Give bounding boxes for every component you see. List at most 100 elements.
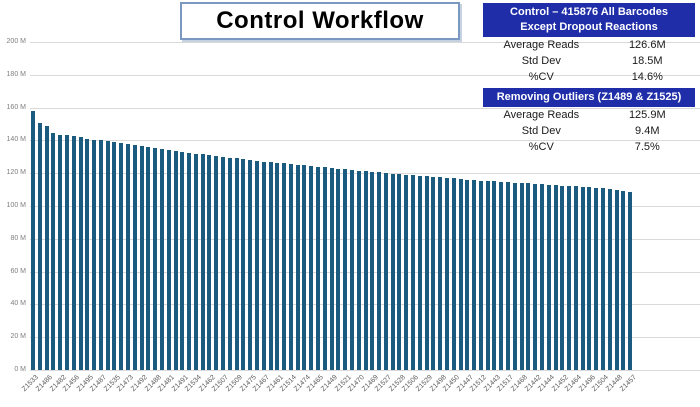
bar xyxy=(254,160,259,370)
bar xyxy=(601,187,606,370)
chart-title-box: Control Workflow xyxy=(180,2,460,40)
bar xyxy=(241,159,246,370)
stat-value: 18.5M xyxy=(632,55,663,67)
stat-label: %CV xyxy=(528,71,554,83)
bar xyxy=(268,162,273,370)
stat-value: 14.6% xyxy=(631,71,663,83)
bar xyxy=(336,168,341,370)
stat-label: Average Reads xyxy=(503,39,580,51)
bar xyxy=(98,140,103,370)
y-axis-tick-label: 200 M xyxy=(6,38,26,45)
bar xyxy=(506,182,511,370)
bar xyxy=(621,191,626,370)
bar xyxy=(356,170,361,370)
bar xyxy=(200,154,205,370)
bar xyxy=(51,133,56,370)
bar xyxy=(499,181,504,370)
outliers-std-dev-row: Std Dev 9.4M xyxy=(483,123,695,139)
stats-overlay: Control – 415876 All Barcodes Except Dro… xyxy=(483,3,695,155)
bar xyxy=(485,181,490,370)
bar xyxy=(58,134,63,370)
bar xyxy=(431,176,436,370)
bar xyxy=(567,185,572,370)
bar xyxy=(112,142,117,370)
bar xyxy=(193,153,198,370)
bar xyxy=(309,165,314,370)
control-panel-header: Control – 415876 All Barcodes Except Dro… xyxy=(483,3,695,37)
stat-value: 126.6M xyxy=(628,39,666,51)
bar xyxy=(438,177,443,370)
bar xyxy=(132,145,137,370)
bar xyxy=(119,142,124,370)
bar xyxy=(78,137,83,370)
gridline xyxy=(30,370,700,371)
bar xyxy=(417,175,422,370)
bar xyxy=(44,126,49,370)
bar xyxy=(628,192,633,370)
bar xyxy=(139,146,144,370)
bar xyxy=(261,161,266,370)
bar xyxy=(329,167,334,370)
bar xyxy=(492,181,497,370)
stat-label: Std Dev xyxy=(521,125,561,137)
outliers-average-reads-row: Average Reads 125.9M xyxy=(483,107,695,123)
bar xyxy=(248,160,253,370)
bar xyxy=(316,166,321,370)
bar xyxy=(64,135,69,370)
bar xyxy=(560,185,565,370)
bar xyxy=(580,186,585,370)
bar xyxy=(465,179,470,370)
bar xyxy=(444,178,449,370)
bar xyxy=(71,136,76,370)
bar xyxy=(539,184,544,370)
bar xyxy=(105,141,110,370)
bar xyxy=(275,162,280,370)
bar xyxy=(31,110,35,370)
bar xyxy=(288,164,293,370)
bar xyxy=(207,155,212,370)
bar xyxy=(607,188,612,370)
y-axis-tick-label: 180 M xyxy=(6,70,26,78)
bar xyxy=(349,169,354,370)
bar xyxy=(512,182,517,370)
bar xyxy=(594,187,599,370)
stat-value: 125.9M xyxy=(628,109,666,121)
gridline xyxy=(30,74,700,76)
bar xyxy=(363,171,368,370)
bar xyxy=(159,148,164,370)
y-axis-tick-label: 60 M xyxy=(10,267,26,275)
bar xyxy=(343,169,348,370)
outliers-panel-header: Removing Outliers (Z1489 & Z1525) xyxy=(483,88,695,107)
y-axis-tick-label: 140 M xyxy=(6,136,26,144)
stat-value: 7.5% xyxy=(634,141,660,153)
control-header-line2: Except Dropout Reactions xyxy=(520,21,658,33)
bar xyxy=(472,180,477,370)
bar xyxy=(383,173,388,370)
stat-label: Std Dev xyxy=(521,55,561,67)
bar xyxy=(173,151,178,370)
bar xyxy=(390,173,395,370)
chart-title: Control Workflow xyxy=(216,7,424,34)
bar xyxy=(295,164,300,370)
bar xyxy=(180,151,185,370)
bar xyxy=(424,176,429,370)
control-header-line1: Control – 415876 All Barcodes xyxy=(510,6,668,18)
control-cv-row: %CV 14.6% xyxy=(483,69,695,85)
bar xyxy=(126,143,130,370)
bar xyxy=(533,183,538,370)
bar xyxy=(146,146,151,370)
bar xyxy=(302,165,307,370)
bar xyxy=(519,183,524,370)
bar xyxy=(282,163,287,370)
bar xyxy=(397,174,402,370)
stat-label: Average Reads xyxy=(503,109,580,121)
bar xyxy=(221,156,226,370)
bar xyxy=(166,150,171,370)
bar xyxy=(92,139,97,370)
y-axis-tick-label: 20 M xyxy=(10,333,26,341)
bar xyxy=(187,152,192,370)
stat-label: %CV xyxy=(528,141,554,153)
bar xyxy=(370,171,375,370)
